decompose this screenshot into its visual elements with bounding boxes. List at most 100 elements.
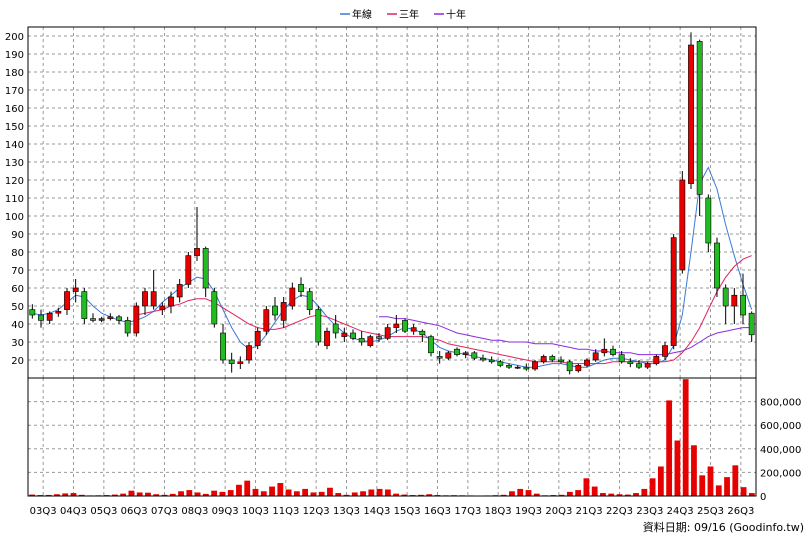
candle-body (168, 296, 174, 307)
x-tick-label: 06Q3 (121, 506, 148, 517)
chart-legend: 年線 三年 十年 (340, 8, 466, 21)
volume-bar (29, 494, 36, 496)
price-candles (29, 32, 755, 375)
volume-bar (715, 485, 722, 496)
volume-bar (360, 491, 366, 496)
candle-body (497, 361, 504, 366)
candle-body (306, 291, 313, 310)
x-tick-label: 10Q3 (242, 506, 269, 517)
candle-body (55, 311, 62, 314)
candle-body (653, 356, 660, 364)
volume-bar (194, 492, 201, 496)
candle-body (549, 356, 556, 361)
candle-body (133, 305, 140, 334)
candle-body (228, 359, 235, 364)
x-tick-label: 19Q3 (515, 506, 542, 517)
ma-line (32, 166, 753, 368)
candle-body (341, 332, 348, 337)
candle-body (159, 305, 166, 310)
volume-tick-label: 400,000 (760, 445, 801, 456)
volume-bar (691, 445, 697, 496)
candle-body (90, 318, 96, 321)
candle-body (350, 332, 356, 339)
x-tick-label: 11Q3 (272, 506, 299, 517)
candle-body (670, 237, 677, 346)
legend-label: 年線 (352, 8, 372, 21)
candle-body (471, 352, 478, 359)
price-tick-label: 80 (11, 248, 24, 259)
x-axis: 03Q3 04Q3 05Q3 06Q3 07Q3 08Q3 09Q3 10Q3 11Q3 12Q3… (30, 506, 755, 517)
footer-note: 資料日期: 09/16 (Goodinfo.tw) (643, 520, 804, 534)
candle-body (107, 316, 114, 319)
candle-body (748, 312, 755, 336)
candle-body (280, 302, 287, 321)
volume-bar (748, 493, 755, 496)
candle-body (211, 291, 218, 325)
volume-bar (327, 487, 333, 496)
candle-body (150, 291, 157, 307)
volume-bar (368, 489, 375, 496)
price-tick-label: 100 (5, 212, 24, 223)
x-tick-label: 24Q3 (667, 506, 694, 517)
candle-body (445, 352, 452, 359)
candle-body (584, 359, 590, 366)
volume-bar (285, 489, 292, 496)
candle-body (740, 294, 746, 316)
x-tick-label: 15Q3 (394, 506, 421, 517)
price-tick-label: 150 (5, 122, 24, 133)
price-tick-label: 110 (5, 194, 24, 205)
volume-bar (310, 492, 317, 496)
ma-line (136, 255, 752, 365)
candle-body (731, 294, 738, 307)
volume-bar (699, 475, 706, 496)
volume-bar (682, 379, 689, 496)
volume-bar (426, 494, 433, 496)
x-tick-label: 21Q3 (576, 506, 603, 517)
candle-body (601, 348, 608, 354)
volume-bar (111, 494, 118, 496)
price-tick-label: 130 (5, 158, 24, 169)
candle-body (64, 291, 70, 310)
candle-body (142, 291, 148, 307)
volume-bar (566, 491, 573, 496)
price-y-axis: 20 30 40 50 60 70 80 90 100 110 120 130 140 150 160 170… (5, 32, 24, 367)
x-tick-label: 13Q3 (333, 506, 360, 517)
volume-bar (236, 484, 242, 496)
price-tick-label: 60 (11, 284, 24, 295)
volume-bar (525, 490, 532, 496)
volume-bar (707, 466, 714, 496)
volume-bar (583, 478, 590, 496)
candle-body (454, 348, 460, 355)
candle-body (592, 352, 599, 361)
volume-tick-label: 800,000 (760, 398, 801, 409)
volume-bar (418, 494, 424, 496)
volume-panel-grid (28, 378, 756, 496)
candle-body (688, 44, 694, 184)
candle-body (523, 366, 530, 370)
volume-bar (384, 489, 391, 496)
volume-bar (45, 494, 52, 496)
candle-body (393, 323, 400, 328)
volume-bar (161, 494, 168, 496)
volume-bar (641, 488, 648, 496)
volume-bar (128, 490, 135, 496)
volume-bar (575, 490, 582, 496)
ma-line (379, 316, 752, 356)
volume-bar (500, 494, 507, 496)
volume-bar (244, 480, 251, 496)
candle-body (29, 309, 36, 316)
volume-bar (277, 483, 284, 496)
volume-bar (302, 488, 309, 496)
x-tick-label: 26Q3 (727, 506, 754, 517)
x-tick-label: 12Q3 (303, 506, 330, 517)
candle-body (358, 338, 365, 343)
volume-bar (136, 492, 143, 496)
x-tick-label: 08Q3 (181, 506, 208, 517)
volume-y-axis: 0 200,000 400,000 600,000 800,000 (760, 398, 801, 503)
candle-body (367, 336, 374, 346)
candle-body (705, 197, 712, 244)
candle-body (618, 354, 625, 363)
x-tick-label: 05Q3 (90, 506, 117, 517)
volume-bar (740, 487, 747, 496)
volume-bar (78, 494, 85, 496)
